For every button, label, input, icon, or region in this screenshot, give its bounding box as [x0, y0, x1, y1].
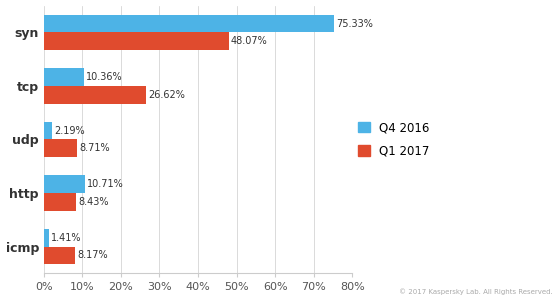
- Bar: [44, 68, 84, 86]
- Text: 48.07%: 48.07%: [231, 36, 268, 46]
- Bar: [44, 122, 52, 139]
- Legend: Q4 2016, Q1 2017: Q4 2016, Q1 2017: [358, 121, 430, 158]
- Text: 1.41%: 1.41%: [51, 233, 81, 243]
- Bar: [44, 176, 85, 193]
- Bar: [44, 139, 78, 157]
- Bar: [44, 15, 334, 32]
- Text: 8.17%: 8.17%: [77, 251, 108, 260]
- Text: 10.36%: 10.36%: [85, 72, 122, 82]
- Text: 10.71%: 10.71%: [87, 179, 124, 189]
- Text: © 2017 Kaspersky Lab. All Rights Reserved.: © 2017 Kaspersky Lab. All Rights Reserve…: [398, 288, 552, 295]
- Bar: [44, 193, 76, 211]
- Text: 75.33%: 75.33%: [336, 18, 373, 29]
- Text: 8.43%: 8.43%: [78, 197, 109, 207]
- Bar: [44, 247, 75, 264]
- Text: 8.71%: 8.71%: [79, 143, 110, 153]
- Text: 2.19%: 2.19%: [54, 126, 85, 136]
- Bar: [44, 229, 49, 247]
- Text: 26.62%: 26.62%: [148, 90, 185, 100]
- Bar: [44, 86, 146, 104]
- Bar: [44, 32, 229, 50]
